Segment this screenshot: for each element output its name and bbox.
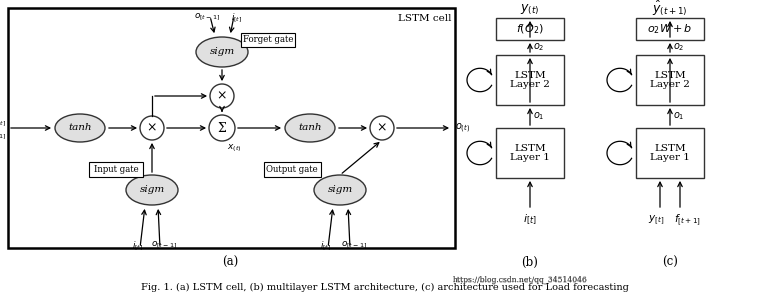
Text: $o_{[t-1]}$: $o_{[t-1]}$ — [151, 240, 177, 251]
Text: $\hat{y}_{(t+1)}$: $\hat{y}_{(t+1)}$ — [652, 0, 688, 18]
Ellipse shape — [55, 114, 105, 142]
Circle shape — [370, 116, 394, 140]
Text: $i_{[t]}$: $i_{[t]}$ — [321, 240, 332, 253]
Text: $i_{[t]}$: $i_{[t]}$ — [132, 240, 144, 253]
Text: $x_{(t)}$: $x_{(t)}$ — [227, 142, 242, 154]
Text: Forget gate: Forget gate — [242, 36, 293, 45]
Text: tanh: tanh — [298, 123, 321, 132]
Ellipse shape — [126, 175, 178, 205]
Ellipse shape — [285, 114, 335, 142]
Text: LSTM cell: LSTM cell — [397, 14, 451, 23]
Ellipse shape — [196, 37, 248, 67]
Bar — [636, 128, 704, 178]
FancyBboxPatch shape — [241, 33, 295, 47]
FancyBboxPatch shape — [89, 162, 143, 177]
Circle shape — [210, 84, 234, 108]
Text: tanh: tanh — [68, 123, 91, 132]
Text: $y_{[t]}$: $y_{[t]}$ — [647, 213, 664, 227]
Text: $i_{[t]}$: $i_{[t]}$ — [0, 115, 6, 129]
Text: $o_{[t-1]}$: $o_{[t-1]}$ — [194, 12, 220, 23]
Text: Output gate: Output gate — [266, 166, 317, 175]
Text: Layer 1: Layer 1 — [510, 153, 550, 162]
Text: $i_{[t]}$: $i_{[t]}$ — [523, 213, 536, 227]
Text: https://blog.csdn.net/qq_34514046: https://blog.csdn.net/qq_34514046 — [453, 276, 587, 285]
Text: sigm: sigm — [328, 185, 353, 195]
Text: $o_{(t)}$: $o_{(t)}$ — [455, 121, 470, 135]
Circle shape — [140, 116, 164, 140]
Text: ×: × — [377, 121, 387, 135]
Text: Σ: Σ — [217, 121, 227, 135]
Text: Input gate: Input gate — [94, 166, 138, 175]
Text: (c): (c) — [662, 256, 678, 269]
Text: LSTM: LSTM — [515, 144, 546, 152]
Text: $o_{[t-1]}$: $o_{[t-1]}$ — [0, 130, 6, 142]
Text: LSTM: LSTM — [515, 71, 546, 80]
Text: $o_2W+b$: $o_2W+b$ — [647, 22, 693, 36]
Text: $o_{[t-1]}$: $o_{[t-1]}$ — [341, 240, 367, 251]
Text: Layer 2: Layer 2 — [650, 80, 690, 89]
Text: LSTM: LSTM — [655, 144, 686, 152]
Text: Fig. 1. (a) LSTM cell, (b) multilayer LSTM architecture, (c) architecture used f: Fig. 1. (a) LSTM cell, (b) multilayer LS… — [141, 283, 629, 292]
Bar — [636, 55, 704, 105]
Text: (a): (a) — [222, 256, 239, 269]
Bar — [636, 18, 704, 40]
Text: LSTM: LSTM — [655, 71, 686, 80]
Text: $i_{[t]}$: $i_{[t]}$ — [231, 12, 242, 25]
Bar — [496, 128, 564, 178]
Text: $y_{(t)}$: $y_{(t)}$ — [520, 3, 540, 17]
Text: Layer 2: Layer 2 — [510, 80, 550, 89]
Text: ×: × — [217, 89, 228, 103]
Text: https://blog.csdn.net/qq_34514046: https://blog.csdn.net/qq_34514046 — [453, 276, 587, 284]
Text: ×: × — [147, 121, 157, 135]
Ellipse shape — [314, 175, 366, 205]
Text: $o_1$: $o_1$ — [673, 110, 684, 122]
Text: $o_2$: $o_2$ — [533, 41, 544, 53]
Text: $f_{[t+1]}$: $f_{[t+1]}$ — [674, 212, 701, 228]
Bar — [496, 55, 564, 105]
Text: $o_2$: $o_2$ — [673, 41, 684, 53]
Text: sigm: sigm — [210, 48, 235, 57]
Bar — [8, 8, 455, 248]
Text: sigm: sigm — [139, 185, 165, 195]
Bar — [496, 18, 564, 40]
Circle shape — [209, 115, 235, 141]
Text: $f(O_2)$: $f(O_2)$ — [516, 22, 543, 36]
Text: $o_1$: $o_1$ — [533, 110, 544, 122]
Text: (b): (b) — [522, 256, 539, 269]
Text: Layer 1: Layer 1 — [650, 153, 690, 162]
FancyBboxPatch shape — [264, 162, 321, 177]
